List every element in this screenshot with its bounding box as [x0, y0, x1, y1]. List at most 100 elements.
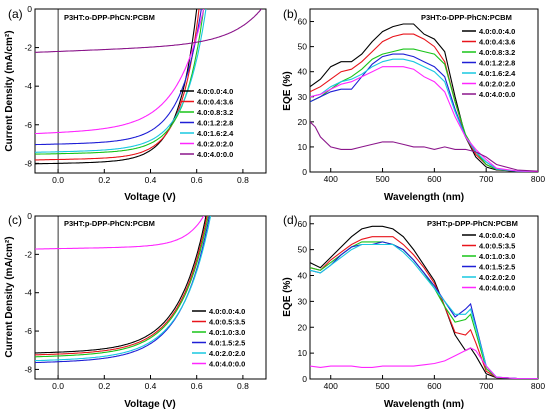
panel-a-xtick-label: 0.0 — [52, 175, 64, 185]
panel-c-ytick-label: -2 — [24, 249, 32, 259]
panel-a-legend-label: 4.0:4.0:0.0 — [197, 150, 233, 159]
panel-a-series-group — [35, 9, 263, 165]
panel-a-plot: 0.0 0.2 0.4 0.6 0.8 0 -2 -4 -6 -8 4.0:0.0:4.0 4.0:0… — [24, 4, 266, 185]
panel-c-xtick-label: 0.2 — [98, 381, 110, 391]
panel-d-legend-label: 4.0:2.0:2.0 — [479, 273, 515, 282]
panel-c-ytick-label: -4 — [24, 288, 32, 298]
panel-a-xtick-label: 0.6 — [191, 175, 203, 185]
panel-b-ytick-label: 10 — [298, 142, 308, 152]
panel-b: (b) P3HT:o-DPP-PhCN:PCBM Wavelength (nm)… — [282, 7, 545, 203]
panel-b-xtick-label: 600 — [427, 174, 441, 184]
panel-a-xtick-label: 0.8 — [237, 175, 249, 185]
panel-c-plot: 0.0 0.2 0.4 0.6 0.8 0 -2 -4 -6 -8 4.0:0.0:4.0 4.0:0… — [24, 211, 266, 391]
panel-c-series-line — [35, 216, 205, 250]
panel-d-xtick-label: 800 — [531, 381, 545, 391]
panel-d-legend-label: 4.0:4.0:0.0 — [479, 284, 515, 293]
panel-b-legend-label: 4.0:4.0:0.0 — [479, 90, 515, 99]
panel-d-xtick-label: 600 — [427, 381, 441, 391]
panel-c-ytick-label: 0 — [27, 211, 32, 221]
panel-a-ytick-label: -8 — [24, 158, 32, 168]
panel-c-series-line — [35, 216, 212, 362]
panel-a-series-line — [35, 9, 205, 155]
panel-d-legend-label: 4.0:0.5:3.5 — [479, 242, 515, 251]
panel-c-legend-label: 4.0:0.0:4.0 — [209, 307, 245, 316]
panel-d-xlabel: Wavelength (nm) — [384, 399, 464, 410]
panel-a-series-line — [35, 9, 200, 161]
panel-c-xlabel: Voltage (V) — [124, 399, 175, 410]
panel-a-ytick-label: -4 — [24, 81, 32, 91]
panel-b-legend-label: 4.0:0.4:3.6 — [479, 38, 515, 47]
panel-a-ytick-label: -6 — [24, 120, 32, 130]
panel-c-xtick-label: 0.8 — [237, 381, 249, 391]
panel-d-ytick-label: 40 — [298, 271, 308, 281]
panel-b-plot: 400 500 600 700 800 0 10 20 30 40 50 60 4.0:0.0:4.0 4… — [298, 17, 546, 184]
panel-b-legend-label: 4.0:1.2:2.8 — [479, 59, 515, 68]
panel-d-series-line — [310, 236, 538, 379]
panel-a-series-line — [35, 9, 263, 53]
panel-a-ylabel: Current Density (mA/cm²) — [4, 30, 15, 151]
panel-b-series-line — [310, 23, 538, 172]
panel-c-series-line — [35, 216, 210, 364]
panel-d-series-line — [310, 243, 538, 379]
panel-c-ytick-label: -6 — [24, 326, 32, 336]
panel-c-series-line — [35, 216, 208, 356]
panel-a-ytick-label: -2 — [24, 43, 32, 53]
panel-c-legend-label: 4.0:1.5:2.5 — [209, 339, 245, 348]
panel-b-ytick-label: 0 — [302, 167, 307, 177]
panel-b-ytick-label: 60 — [298, 17, 308, 27]
panel-d-xtick-label: 400 — [324, 381, 338, 391]
panel-d: (d) P3HT:p-DPP-PhCN:PCBM Wavelength (nm)… — [282, 213, 545, 410]
panel-d-legend-label: 4.0:1.0:3.0 — [479, 252, 515, 261]
panel-c-xtick-label: 0.4 — [145, 381, 157, 391]
panel-b-series-line — [310, 48, 538, 172]
panel-b-xlabel: Wavelength (nm) — [384, 192, 464, 203]
panel-d-series-line — [310, 225, 538, 379]
panel-b-title: P3HT:o-DPP-PhCN:PCBM — [421, 13, 512, 22]
panel-b-series-group — [310, 23, 538, 172]
panel-d-ytick-label: 60 — [298, 219, 308, 229]
panel-d-xtick-label: 500 — [375, 381, 389, 391]
panel-d-series-group — [310, 225, 538, 379]
panel-c-xtick-label: 0.0 — [52, 381, 64, 391]
panel-a-legend-label: 4.0:0.0:4.0 — [197, 87, 233, 96]
panel-a-series-line — [35, 9, 198, 165]
panel-c-series-group — [35, 216, 212, 364]
panel-c-legend-label: 4.0:4.0:0.0 — [209, 360, 245, 369]
panel-d-legend-label: 4.0:0.0:4.0 — [479, 231, 515, 240]
panel-a-legend-label: 4.0:2.0:2.0 — [197, 140, 233, 149]
panel-b-series-line — [310, 121, 538, 172]
panel-c-legend-label: 4.0:2.0:2.0 — [209, 349, 245, 358]
panel-d-label: (d) — [283, 213, 298, 227]
panel-a-xtick-label: 0.2 — [98, 175, 110, 185]
panel-d-legend-label: 4.0:1.5:2.5 — [479, 263, 515, 272]
panel-b-frame — [309, 8, 539, 173]
panel-c-series-line — [35, 216, 209, 358]
panel-b-legend-label: 4.0:0.0:4.0 — [479, 27, 515, 36]
panel-d-plot: 400 500 600 700 800 0 10 20 30 40 50 60 4.0:0.0:4.0 4… — [298, 219, 546, 391]
panel-d-frame — [309, 215, 539, 380]
panel-c-series-line — [35, 216, 207, 354]
panel-a-legend-label: 4.0:1.2:2.8 — [197, 119, 233, 128]
panel-b-xtick-label: 500 — [375, 174, 389, 184]
panel-b-legend-label: 4.0:0.8:3.2 — [479, 48, 515, 57]
panel-b-ytick-label: 40 — [298, 67, 308, 77]
panel-d-ytick-label: 20 — [298, 322, 308, 332]
panel-d-title: P3HT:p-DPP-PhCN:PCBM — [427, 219, 518, 228]
panel-d-ytick-label: 50 — [298, 245, 308, 255]
panel-b-ytick-label: 50 — [298, 42, 308, 52]
panel-a-label: (a) — [8, 7, 23, 21]
panel-d-series-line — [310, 347, 538, 379]
panel-c-label: (c) — [8, 213, 22, 227]
panel-a-series-line — [35, 9, 205, 135]
panel-b-legend-label: 4.0:2.0:2.0 — [479, 80, 515, 89]
panel-c-legend-label: 4.0:0.5:3.5 — [209, 318, 245, 327]
panel-b-label: (b) — [283, 7, 298, 21]
panel-c-ytick-label: -8 — [24, 364, 32, 374]
panel-c: (c) P3HT:p-DPP-PhCN:PCBM Voltage (V) Cur… — [4, 211, 267, 410]
panel-d-ytick-label: 0 — [302, 374, 307, 384]
panel-a-ytick-label: 0 — [27, 4, 32, 14]
panel-b-ytick-label: 20 — [298, 117, 308, 127]
panel-c-title: P3HT:p-DPP-PhCN:PCBM — [64, 219, 155, 228]
panel-a-xlabel: Voltage (V) — [124, 192, 175, 203]
